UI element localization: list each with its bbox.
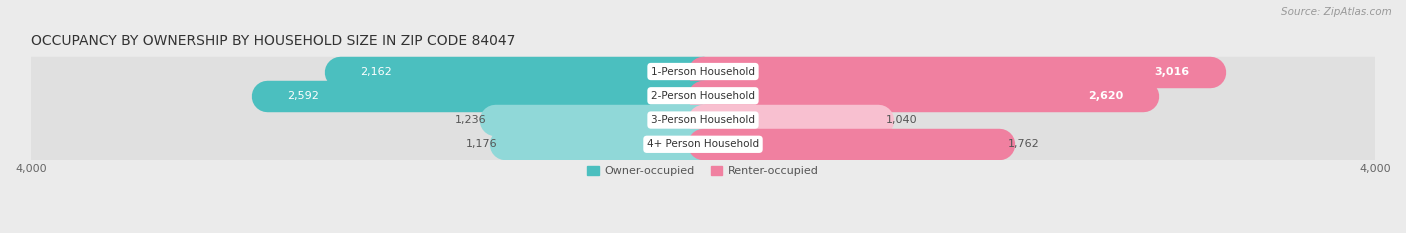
Text: 1,176: 1,176: [465, 139, 496, 149]
Text: 1,762: 1,762: [1008, 139, 1039, 149]
Text: 1-Person Household: 1-Person Household: [651, 66, 755, 76]
Text: 1,040: 1,040: [886, 115, 918, 125]
Text: OCCUPANCY BY OWNERSHIP BY HOUSEHOLD SIZE IN ZIP CODE 84047: OCCUPANCY BY OWNERSHIP BY HOUSEHOLD SIZE…: [31, 34, 515, 48]
Text: 2,592: 2,592: [288, 91, 319, 101]
Text: 4+ Person Household: 4+ Person Household: [647, 139, 759, 149]
Text: 2,162: 2,162: [360, 66, 392, 76]
FancyBboxPatch shape: [31, 84, 1375, 107]
FancyBboxPatch shape: [31, 133, 1375, 156]
Text: 3-Person Household: 3-Person Household: [651, 115, 755, 125]
FancyBboxPatch shape: [31, 60, 1375, 83]
Text: 2-Person Household: 2-Person Household: [651, 91, 755, 101]
Legend: Owner-occupied, Renter-occupied: Owner-occupied, Renter-occupied: [583, 161, 823, 181]
Text: 1,236: 1,236: [456, 115, 486, 125]
Text: 3,016: 3,016: [1154, 66, 1189, 76]
Text: 2,620: 2,620: [1088, 91, 1123, 101]
FancyBboxPatch shape: [31, 109, 1375, 131]
Text: Source: ZipAtlas.com: Source: ZipAtlas.com: [1281, 7, 1392, 17]
